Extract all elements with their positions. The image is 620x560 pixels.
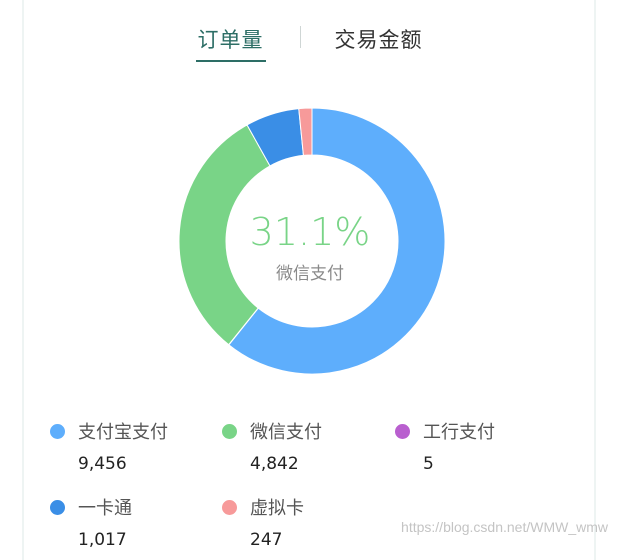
center-percent: 31.1%	[249, 210, 371, 254]
legend-value-alipay: 9,456	[78, 454, 127, 474]
legend-dot-campus-card	[50, 500, 65, 515]
donut-slice-alipay[interactable]	[228, 107, 446, 375]
legend-dot-icbc	[395, 424, 410, 439]
legend-dot-alipay	[50, 424, 65, 439]
legend-label-alipay: 支付宝支付	[78, 422, 168, 443]
center-label: 微信支付	[276, 264, 344, 284]
legend-dot-wechat	[222, 424, 237, 439]
legend-label-virtual-card: 虚拟卡	[250, 498, 304, 519]
donut-slice-virtual-card[interactable]	[298, 107, 313, 156]
tab-bar: 订单量 交易金额	[0, 20, 620, 62]
donut-chart	[178, 107, 446, 375]
chart-card	[22, 0, 596, 560]
legend-value-icbc: 5	[423, 454, 434, 474]
legend-value-wechat: 4,842	[250, 454, 299, 474]
tab-transaction-amount[interactable]: 交易金额	[334, 28, 423, 52]
legend-dot-virtual-card	[222, 500, 237, 515]
legend-label-wechat: 微信支付	[250, 422, 322, 443]
legend-value-virtual-card: 247	[250, 530, 283, 550]
legend-label-campus-card: 一卡通	[78, 498, 132, 519]
watermark: https://blog.csdn.net/WMW_wmw	[401, 519, 608, 535]
legend-label-icbc: 工行支付	[423, 422, 495, 443]
legend-value-campus-card: 1,017	[78, 530, 127, 550]
tab-order-count[interactable]: 订单量	[195, 20, 266, 62]
donut-slice-wechat[interactable]	[178, 124, 271, 346]
tab-divider	[299, 26, 301, 48]
